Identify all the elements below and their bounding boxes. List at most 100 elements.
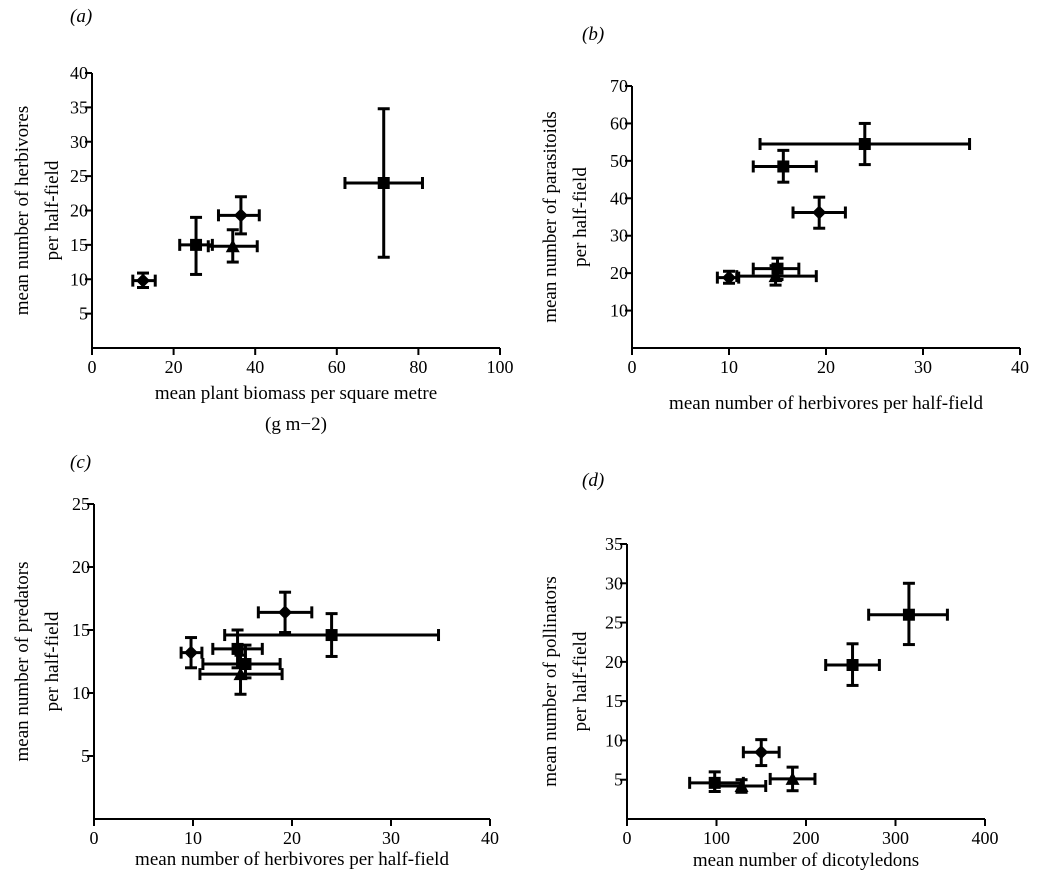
x-tick-label: 20	[283, 828, 301, 848]
y-tick-label: 60	[610, 113, 628, 133]
y-tick-label: 20	[610, 263, 628, 283]
x-tick-label: 30	[382, 828, 400, 848]
y-tick-label: 15	[605, 691, 623, 711]
y-tick-label: 30	[605, 573, 623, 593]
diamond-marker	[754, 745, 769, 760]
x-axis-title: (g m−2)	[265, 414, 327, 435]
x-tick-label: 400	[972, 828, 999, 848]
x-tick-label: 80	[409, 357, 427, 377]
y-axis-title: per half-field	[570, 167, 591, 267]
panel-label: (a)	[70, 6, 92, 27]
x-tick-label: 30	[914, 357, 932, 377]
diamond-marker	[278, 605, 293, 620]
diamond-marker	[233, 208, 248, 223]
triangle-marker	[734, 779, 749, 792]
x-tick-label: 20	[817, 357, 835, 377]
y-tick-label: 25	[70, 166, 88, 186]
panel-c: (c) 0 10 20 30 40 5 10 15 20 25 mean number of herb…	[12, 452, 499, 870]
y-tick-label: 15	[72, 620, 90, 640]
y-tick-label: 5	[79, 304, 88, 324]
panel-label: (b)	[582, 24, 604, 45]
data-point-square	[688, 770, 745, 793]
x-tick-label: 200	[793, 828, 820, 848]
triangle-marker	[225, 239, 240, 253]
y-tick-label: 10	[70, 269, 88, 289]
x-tick-label: 40	[1011, 357, 1029, 377]
data-point-diamond	[715, 269, 741, 285]
x-tick-label: 100	[703, 828, 730, 848]
data-point-triangle	[713, 778, 768, 794]
y-axis-title: mean number of predators	[12, 562, 33, 762]
y-tick-label: 20	[70, 201, 88, 221]
data-point-square	[343, 107, 424, 259]
panel-b: (b) 0 10 20 30 40 10 20 30 40 50 60 70 mean number of…	[540, 24, 1029, 414]
y-tick-label: 30	[610, 226, 628, 246]
y-axis-title: per half-field	[42, 611, 63, 711]
y-axis-title: per half-field	[42, 160, 63, 260]
data-point-diamond	[791, 195, 847, 230]
data-point-diamond	[216, 195, 261, 236]
data-point-diamond	[741, 738, 781, 768]
panel-a: (a) 0 20 40 60 80 100 5 10 15 20 25 30 35 40 mean plant…	[12, 6, 514, 435]
y-tick-label: 5	[81, 746, 90, 766]
y-tick-label: 50	[610, 151, 628, 171]
y-axis-title: mean number of pollinators	[540, 576, 561, 787]
data-point-square	[751, 148, 818, 184]
x-axis-title: mean number of herbivores per half-field	[135, 849, 449, 870]
y-tick-label: 10	[610, 301, 628, 321]
y-tick-label: 20	[72, 557, 90, 577]
data-point-square	[223, 612, 441, 658]
y-axis-title: mean number of parasitoids	[540, 111, 561, 323]
triangle-marker	[785, 771, 800, 785]
square-marker	[377, 177, 390, 189]
square-marker	[239, 658, 252, 671]
x-axis-title: mean number of herbivores per half-field	[669, 393, 983, 414]
y-tick-label: 25	[605, 613, 623, 633]
panel-label: (c)	[70, 452, 91, 473]
y-tick-label: 40	[70, 63, 88, 83]
x-tick-label: 10	[184, 828, 202, 848]
data-point-diamond	[131, 271, 157, 289]
x-tick-label: 60	[328, 357, 346, 377]
x-tick-label: 40	[246, 357, 264, 377]
diamond-marker	[136, 273, 150, 288]
square-marker	[771, 262, 784, 275]
x-tick-label: 20	[165, 357, 183, 377]
x-tick-label: 0	[88, 357, 97, 377]
x-tick-label: 10	[720, 357, 738, 377]
y-axis-title: per half-field	[570, 631, 591, 731]
x-tick-label: 40	[481, 828, 499, 848]
x-tick-label: 0	[628, 357, 637, 377]
y-tick-label: 40	[610, 188, 628, 208]
diamond-marker	[722, 270, 736, 285]
y-tick-label: 70	[610, 76, 628, 96]
square-marker	[777, 160, 790, 173]
panel-d: (d) 0 100 200 300 400 5 10 15 20 25 30 35 mean number…	[540, 470, 999, 871]
y-tick-label: 10	[72, 683, 90, 703]
x-axis-title: mean number of dicotyledons	[693, 850, 919, 871]
y-tick-label: 5	[614, 770, 623, 790]
data-point-square	[758, 121, 972, 167]
y-tick-label: 10	[605, 730, 623, 750]
y-axis-title: mean number of herbivores	[12, 106, 33, 315]
x-tick-label: 0	[90, 828, 99, 848]
data-point-diamond	[256, 590, 314, 635]
x-tick-label: 100	[487, 357, 514, 377]
y-tick-label: 35	[605, 534, 623, 554]
data-point-square	[751, 256, 801, 282]
data-point-triangle	[768, 765, 817, 793]
x-axis-title: mean plant biomass per square metre	[155, 383, 437, 404]
diamond-marker	[184, 645, 199, 660]
data-point-diamond	[179, 636, 204, 670]
square-marker	[325, 629, 338, 642]
data-point-square	[867, 581, 949, 647]
data-point-triangle	[206, 228, 259, 264]
data-point-square	[201, 643, 282, 680]
x-tick-label: 0	[623, 828, 632, 848]
square-marker	[190, 238, 203, 251]
y-tick-label: 35	[70, 97, 88, 117]
y-tick-label: 15	[70, 235, 88, 255]
square-marker	[858, 138, 871, 151]
y-tick-label: 25	[72, 494, 90, 514]
